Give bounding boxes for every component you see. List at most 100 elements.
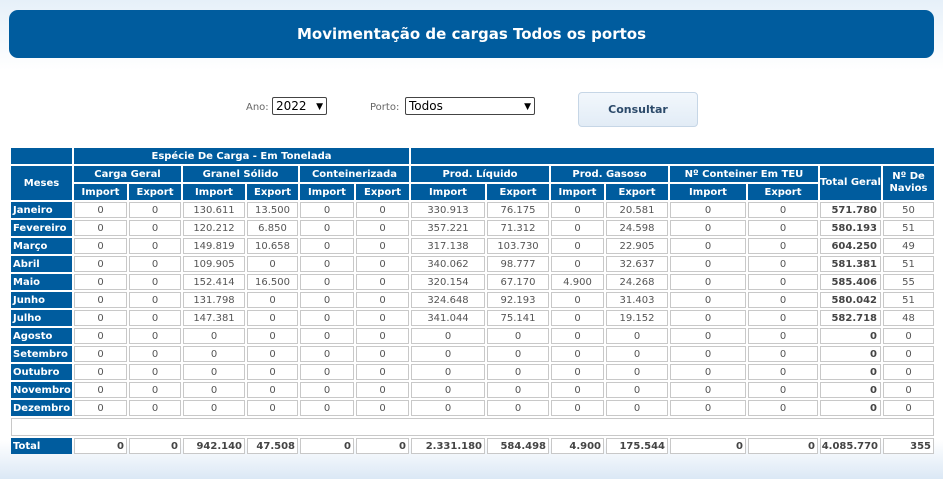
value-cell: 0 [129,220,181,236]
value-cell: 0 [606,328,668,344]
value-cell: 341.044 [411,310,485,326]
value-cell: 0 [356,292,409,308]
total-geral-cell: 580.193 [820,220,881,236]
total-geral-cell: 580.042 [820,292,881,308]
navios-cell: 0 [883,400,934,416]
value-cell: 0 [606,364,668,380]
header-row-sub: Import Export Import Export Import Expor… [11,184,934,200]
value-cell: 0 [606,346,668,362]
export-header: Export [606,184,668,200]
value-cell: 0 [411,400,485,416]
value-cell: 0 [748,238,818,254]
value-cell: 0 [748,400,818,416]
porto-select[interactable]: Todos ▼ [405,97,535,115]
value-cell: 0 [670,328,746,344]
export-header: Export [748,184,818,200]
value-cell: 0 [356,310,409,326]
value-cell: 0 [247,346,298,362]
table-row: Outubro 0 0 0 0 0 0 0 0 0 0 0 0 0 0 [11,364,934,380]
table-row: Março 0 0 149.819 10.658 0 0 317.138 103.730 0 22.… [11,238,934,254]
conteiner-teu-header: Nº Conteiner Em TEU [670,166,818,182]
table-row: Agosto 0 0 0 0 0 0 0 0 0 0 0 0 0 0 [11,328,934,344]
value-cell: 13.500 [247,202,298,218]
value-cell: 0 [300,346,354,362]
value-cell: 0 [74,238,127,254]
value-cell: 31.403 [606,292,668,308]
spacer-row [11,418,934,436]
value-cell: 130.611 [183,202,245,218]
value-cell: 0 [551,346,604,362]
conteinerizada-header: Conteinerizada [300,166,409,182]
value-cell: 0 [670,382,746,398]
value-cell: 0 [670,238,746,254]
ano-label: Ano: [246,102,269,113]
import-header: Import [300,184,354,200]
value-cell: 6.850 [247,220,298,236]
value-cell: 0 [411,382,485,398]
value-cell: 0 [74,382,127,398]
value-cell: 4.900 [551,274,604,290]
navios-cell: 0 [883,364,934,380]
value-cell: 0 [551,400,604,416]
value-cell: 320.154 [411,274,485,290]
value-cell: 0 [247,382,298,398]
total-cell: 2.331.180 [411,438,485,454]
value-cell: 0 [551,256,604,272]
value-cell: 0 [551,310,604,326]
value-cell: 0 [247,256,298,272]
total-geral-cell: 0 [820,328,881,344]
value-cell: 10.658 [247,238,298,254]
table-row: Junho 0 0 131.798 0 0 0 324.648 92.193 0 31.403 0 0 5… [11,292,934,308]
consultar-button-label: Consultar [608,103,668,116]
month-label: Novembro [11,382,72,398]
value-cell: 0 [670,346,746,362]
navios-cell: 49 [883,238,934,254]
value-cell: 109.905 [183,256,245,272]
value-cell: 0 [183,382,245,398]
value-cell: 0 [300,292,354,308]
table-row: Fevereiro 0 0 120.212 6.850 0 0 357.221 71.312 0 2… [11,220,934,236]
value-cell: 0 [551,382,604,398]
ano-select[interactable]: 2022 ▼ [272,97,327,115]
navios-cell: 51 [883,256,934,272]
value-cell: 0 [551,202,604,218]
value-cell: 0 [74,292,127,308]
prod-gasoso-header: Prod. Gasoso [551,166,668,182]
navios-header: Nº De Navios [883,166,934,200]
table-row: Janeiro 0 0 130.611 13.500 0 0 330.913 76.175 0 20… [11,202,934,218]
value-cell: 0 [74,400,127,416]
value-cell: 0 [606,382,668,398]
total-cell: 355 [883,438,934,454]
value-cell: 75.141 [487,310,549,326]
month-label: Fevereiro [11,220,72,236]
value-cell: 0 [74,310,127,326]
value-cell: 0 [74,364,127,380]
table-row: Julho 0 0 147.381 0 0 0 341.044 75.141 0 19.152 0 0 5… [11,310,934,326]
value-cell: 0 [183,346,245,362]
value-cell: 16.500 [247,274,298,290]
total-geral-cell: 0 [820,382,881,398]
table-row: Abril 0 0 109.905 0 0 0 340.062 98.777 0 32.637 0 0 5… [11,256,934,272]
value-cell: 0 [487,328,549,344]
table-row: Maio 0 0 152.414 16.500 0 0 320.154 67.170 4.900 2… [11,274,934,290]
consultar-button[interactable]: Consultar [578,92,698,127]
total-cell: 0 [129,438,181,454]
value-cell: 0 [551,292,604,308]
value-cell: 324.648 [411,292,485,308]
value-cell: 0 [670,364,746,380]
value-cell: 0 [300,274,354,290]
total-cell: 942.140 [183,438,245,454]
value-cell: 0 [247,400,298,416]
total-geral-cell: 571.780 [820,202,881,218]
import-header: Import [551,184,604,200]
value-cell: 357.221 [411,220,485,236]
value-cell: 0 [670,310,746,326]
value-cell: 0 [748,310,818,326]
total-geral-cell: 582.718 [820,310,881,326]
total-row: Total 0 0 942.140 47.508 0 0 2.331.180 5… [11,438,934,454]
value-cell: 0 [183,328,245,344]
value-cell: 0 [748,364,818,380]
value-cell: 0 [74,220,127,236]
value-cell: 0 [356,256,409,272]
value-cell: 0 [748,256,818,272]
